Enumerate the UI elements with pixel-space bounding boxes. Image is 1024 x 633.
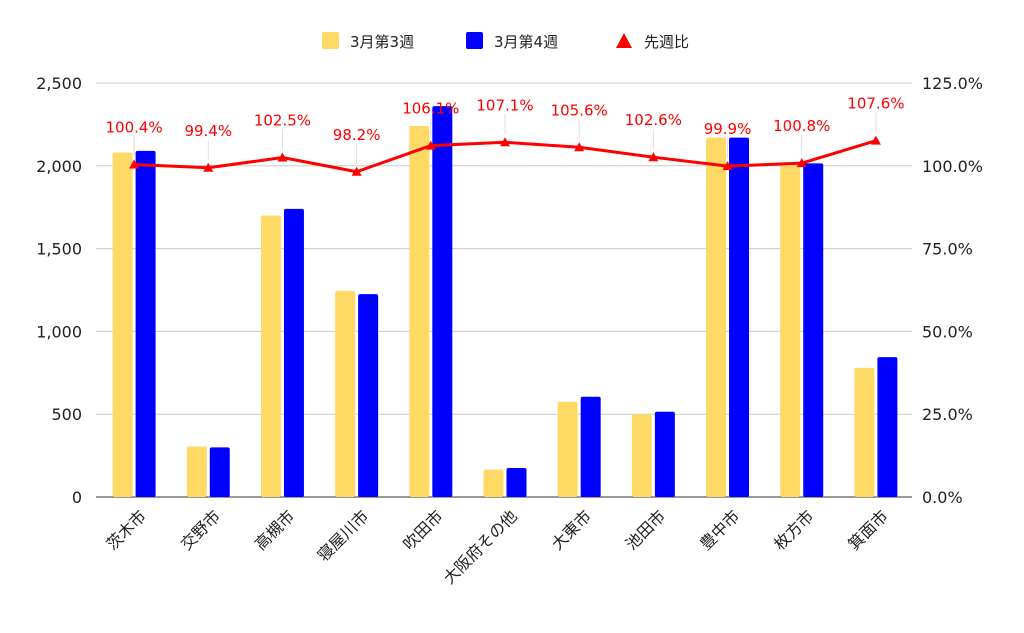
left-tick-label: 1,500 [36,240,82,259]
ratio-point [870,135,881,145]
ratio-point [500,137,510,147]
category-label: 池田市 [622,506,669,553]
category-label: 茨木市 [103,506,150,553]
bar-week3 [631,414,652,497]
category-label: 寝屋川市 [314,506,373,565]
category-label: 枚方市 [770,506,817,553]
right-tick-label: 125.0% [922,74,983,93]
ratio-label: 102.5% [254,112,311,130]
ratio-label: 99.9% [704,120,752,138]
bar-week4 [803,163,824,498]
legend-label: 先週比 [644,33,689,51]
bar-week3 [854,367,875,497]
bar-week3 [112,152,133,497]
ratio-labels: 100.4% 99.4% 102.5% 98.2% 106.1% 107.1% 105.6%… [105,95,905,164]
bar-week4 [209,447,230,497]
right-tick-label: 50.0% [922,322,973,341]
ratio-point [574,142,585,152]
category-label: 豊中市 [696,506,743,553]
left-axis: 0 500 1,000 1,500 2,000 2,500 [36,74,82,507]
right-tick-label: 75.0% [922,240,973,259]
bar-week4 [654,411,675,497]
ratio-point [277,152,288,162]
ratio-label: 98.2% [333,126,381,144]
bar-week4 [729,137,750,497]
legend-label: 3月第3週 [350,33,414,51]
left-tick-label: 2,500 [36,74,82,93]
ratio-label: 100.8% [773,117,830,135]
bar-week3 [557,401,578,497]
ratio-label: 105.6% [551,101,608,119]
left-tick-label: 500 [51,405,82,424]
bar-week4 [283,208,304,497]
ratio-label: 100.4% [105,118,162,136]
category-label: 大東市 [548,506,595,553]
category-label: 大阪府その他 [440,506,521,587]
left-tick-label: 2,000 [36,157,82,176]
category-label: 吹田市 [399,506,446,553]
ratio-label: 102.6% [625,111,682,129]
category-label: 交野市 [177,506,224,553]
left-tick-label: 0 [72,488,82,507]
bar-week4 [877,357,898,497]
bar-week4 [358,294,379,497]
bar-week3 [780,164,801,498]
bar-week3 [483,469,504,497]
bar-week3 [335,290,356,497]
legend-swatch [322,32,339,49]
bars [112,106,898,498]
ratio-line [129,135,881,176]
ratio-point [796,158,807,168]
bar-week3 [260,215,281,498]
bar-week3 [409,126,430,497]
legend-swatch [466,32,483,49]
right-axis: 0.0% 25.0% 50.0% 75.0% 100.0% 125.0% [922,74,983,507]
ratio-point [203,162,214,172]
right-tick-label: 0.0% [922,488,963,507]
right-tick-label: 25.0% [922,405,973,424]
ratio-label: 106.1% [402,100,459,118]
ratio-point [425,140,436,150]
category-label: 高槻市 [251,506,298,553]
right-tick-label: 100.0% [922,157,983,176]
ratio-label: 99.4% [184,122,232,140]
ratio-point [351,166,362,176]
bar-week3 [706,137,727,497]
ratio-point [722,161,733,171]
legend: 3月第3週 3月第4週 先週比 [322,32,689,51]
category-label: 箕面市 [844,506,891,553]
bar-week3 [186,446,207,497]
ratio-point [129,159,140,169]
bar-week4 [135,150,156,497]
left-tick-label: 1,000 [36,322,82,341]
bar-week4 [506,468,527,497]
ratio-point [648,152,659,162]
legend-triangle [616,33,632,48]
bar-week4 [432,106,453,498]
legend-label: 3月第4週 [494,33,558,51]
ratio-label: 107.6% [847,95,904,113]
ratio-label: 107.1% [476,96,533,114]
bar-week4 [580,396,601,497]
